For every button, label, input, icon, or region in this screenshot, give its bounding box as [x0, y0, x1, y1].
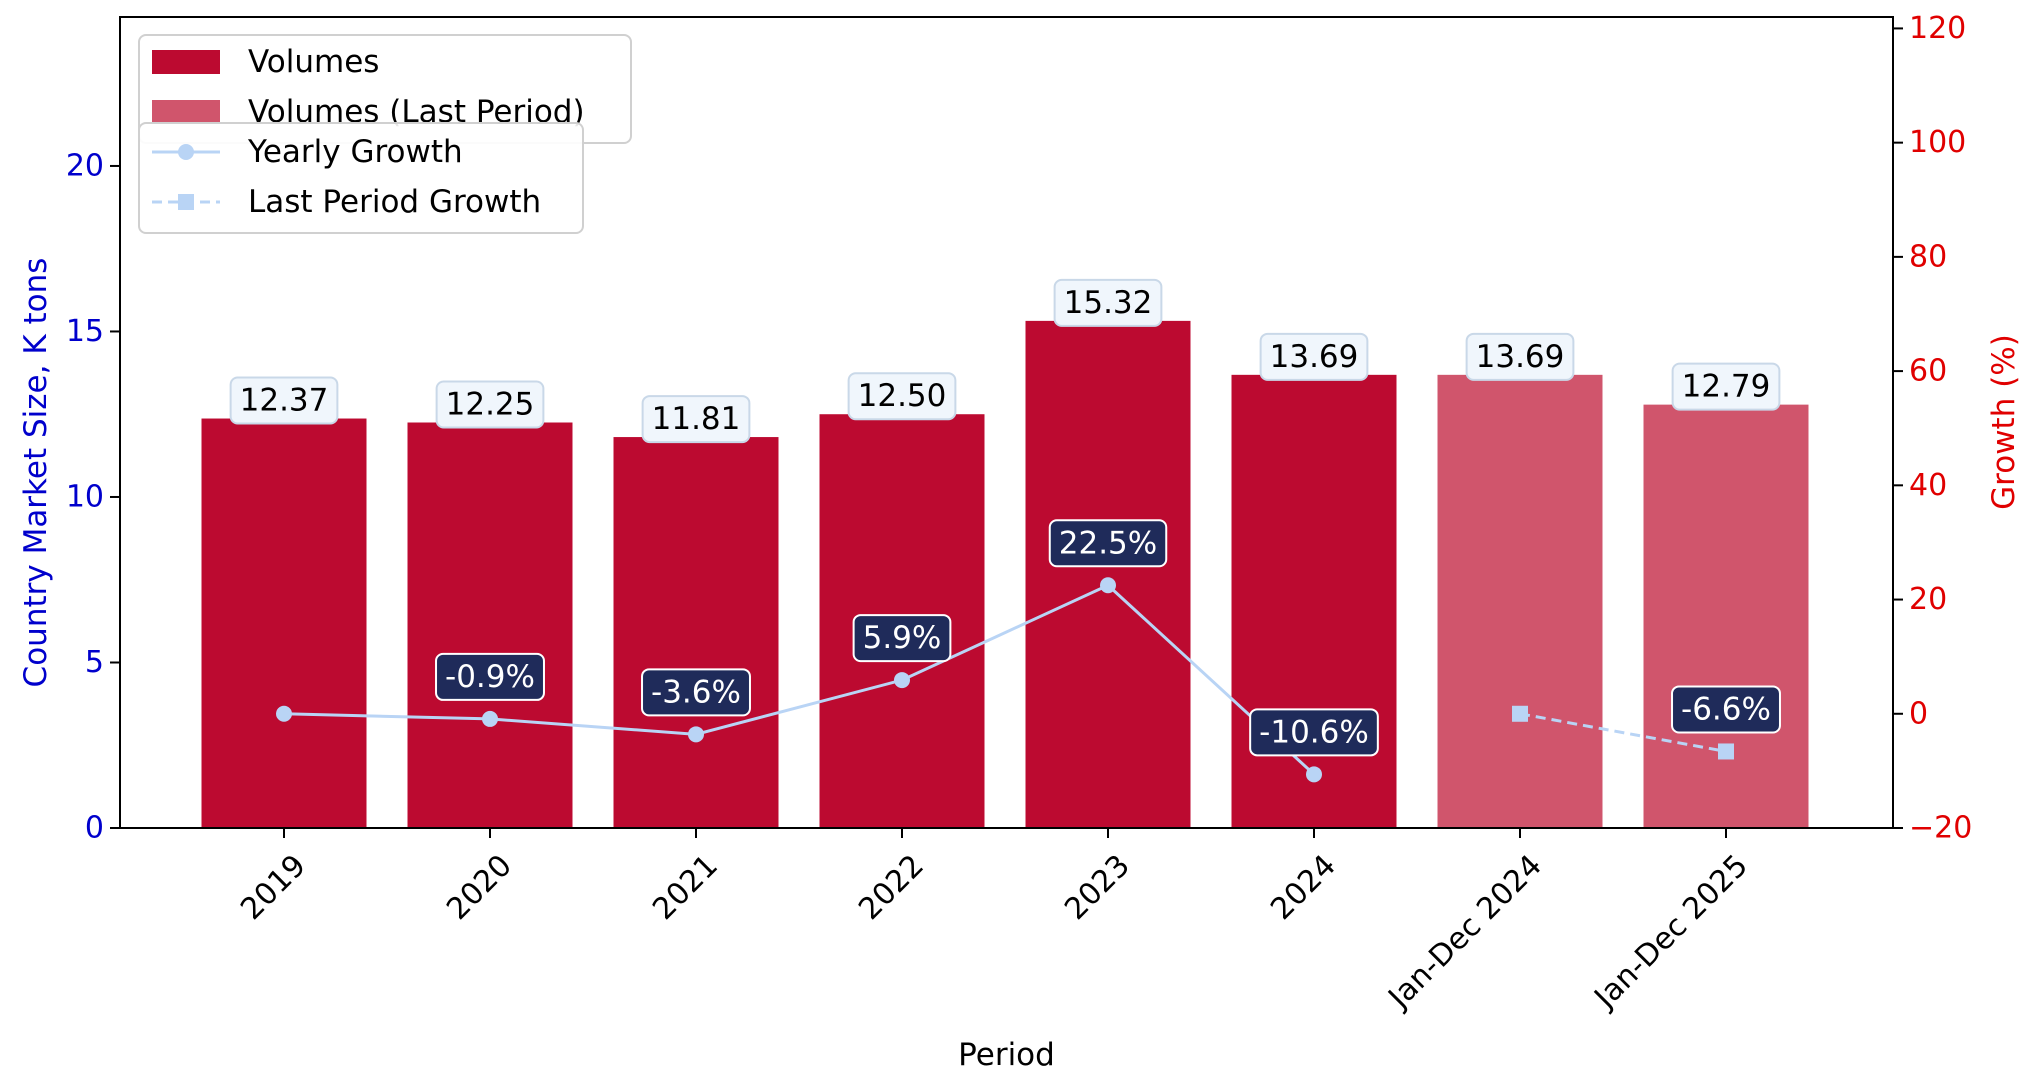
tick-label-left: 20	[66, 148, 104, 183]
point-last-period-growth-7	[1718, 743, 1734, 760]
legend-label: Volumes	[248, 44, 379, 80]
legend-marker-circle	[178, 144, 194, 160]
volume-label-box	[1259, 332, 1369, 381]
growth-label-group: -3.6%	[641, 668, 751, 717]
bar-2019	[201, 418, 367, 828]
point-yearly-growth-4	[1100, 577, 1116, 594]
tick-label-right: 100	[1909, 125, 1966, 160]
y-axis-title-right: Growth (%)	[1986, 334, 2022, 510]
plot-frame	[119, 16, 1894, 829]
volume-label-box	[847, 372, 957, 421]
tick-label-x: 2024	[1264, 848, 1343, 927]
tick-label-right: −20	[1909, 811, 1972, 846]
volume-label-box	[1053, 278, 1163, 327]
tick-label-right: 120	[1909, 11, 1966, 46]
volume-label-group: 13.69	[1259, 332, 1369, 381]
tick-label-right: 0	[1909, 696, 1928, 731]
series-line-yearly-growth	[283, 583, 1316, 776]
growth-label-box	[435, 652, 545, 701]
growth-label-group: -10.6%	[1249, 708, 1379, 757]
growth-label: -0.9%	[445, 659, 535, 695]
tick-label-left: 15	[66, 314, 104, 349]
point-yearly-growth-5	[1306, 766, 1322, 783]
bar-2020	[407, 422, 573, 828]
tick-label-right: 60	[1909, 354, 1947, 389]
bar-jan-dec-2024	[1437, 374, 1603, 828]
volume-label: 11.81	[652, 401, 741, 437]
growth-label: -6.6%	[1681, 691, 1771, 727]
growth-label-group: -6.6%	[1671, 685, 1781, 734]
growth-label-group: 5.9%	[852, 614, 952, 663]
legend-marker-square	[178, 194, 194, 210]
growth-label-group: 22.5%	[1048, 519, 1168, 568]
tick-label-right: 20	[1909, 582, 1947, 617]
growth-label-group: -0.9%	[435, 652, 545, 701]
volume-label: 12.50	[858, 378, 947, 414]
growth-label-box	[1249, 708, 1379, 757]
legend-label: Last Period Growth	[248, 184, 541, 220]
volume-label: 12.79	[1682, 369, 1771, 405]
growth-label: -10.6%	[1259, 714, 1369, 750]
growth-label-box	[641, 668, 751, 717]
point-yearly-growth-3	[894, 672, 910, 689]
labels-layer: 12.37 12.25 11.81 12.50 15.32 13.69 13.69 12.79…	[229, 278, 1781, 757]
bar-2021	[613, 437, 779, 828]
series-line-last-period-growth	[1519, 712, 1727, 753]
tick-label-x: 2022	[852, 848, 931, 927]
bar-jan-dec-2025	[1643, 404, 1809, 828]
growth-label-box	[1671, 685, 1781, 734]
volume-label: 15.32	[1064, 285, 1153, 321]
tick-label-x: 2020	[440, 848, 519, 927]
tick-label-x: Jan-Dec 2025	[1587, 848, 1755, 1016]
growth-label-box	[1048, 519, 1168, 568]
tick-label-left: 0	[85, 811, 104, 846]
legend-box-growth	[138, 122, 584, 234]
growth-label: -3.6%	[651, 674, 741, 710]
legend-swatch-volumes	[152, 50, 220, 74]
x-axis-title: Period	[958, 1037, 1055, 1073]
volume-label-group: 12.25	[435, 380, 545, 429]
volume-label-box	[1465, 332, 1575, 381]
bar-2024	[1231, 374, 1397, 828]
volume-label: 13.69	[1270, 339, 1359, 375]
volume-label-group: 12.37	[229, 376, 339, 425]
point-last-period-growth-6	[1512, 705, 1528, 722]
volume-label-group: 13.69	[1465, 332, 1575, 381]
volume-label: 12.25	[446, 387, 535, 423]
tick-label-x: 2021	[646, 848, 725, 927]
tick-label-x: 2023	[1058, 848, 1137, 927]
volume-label-box	[1671, 362, 1781, 411]
volume-label-group: 12.79	[1671, 362, 1781, 411]
volume-label-box	[435, 380, 545, 429]
volume-label-group: 15.32	[1053, 278, 1163, 327]
point-yearly-growth-0	[276, 705, 292, 722]
tick-label-x: 2019	[234, 848, 313, 927]
tick-label-right: 40	[1909, 468, 1947, 503]
legend-label: Yearly Growth	[247, 134, 463, 170]
volume-label-group: 11.81	[641, 395, 751, 444]
growth-label-box	[852, 614, 952, 663]
y-axis-title-left: Country Market Size, K tons	[18, 258, 54, 688]
lines-layer	[276, 577, 1734, 783]
tick-label-right: 80	[1909, 239, 1947, 274]
volume-label-group: 12.50	[847, 372, 957, 421]
volume-label: 12.37	[240, 383, 329, 419]
growth-label: 5.9%	[863, 620, 942, 656]
volume-label-box	[229, 376, 339, 425]
tick-label-left: 10	[66, 479, 104, 514]
legend-swatch-volumes-last-period-	[152, 100, 220, 124]
volume-label: 13.69	[1476, 339, 1565, 375]
tick-label-left: 5	[85, 645, 104, 680]
growth-label: 22.5%	[1059, 525, 1157, 561]
tick-label-x: Jan-Dec 2024	[1381, 848, 1549, 1016]
volume-label-box	[641, 395, 751, 444]
bar-2023	[1025, 320, 1191, 828]
point-yearly-growth-1	[482, 710, 498, 727]
point-yearly-growth-2	[688, 726, 704, 743]
